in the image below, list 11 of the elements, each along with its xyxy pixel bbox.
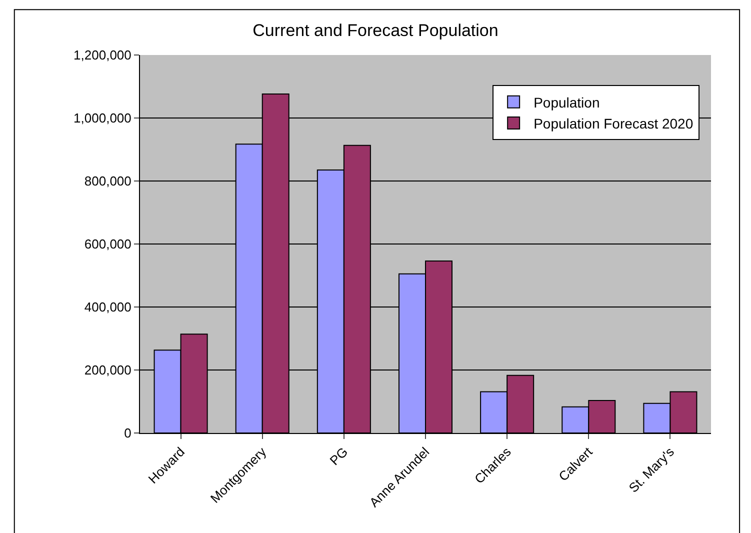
y-tick-label: 200,000 [84,362,132,378]
y-tick-label: 600,000 [84,236,132,252]
y-tick-label: 1,200,000 [74,48,132,63]
legend-label: Population [534,94,600,110]
y-tick-label: 1,000,000 [74,110,132,126]
y-tick-label: 0 [124,426,132,441]
y-tick-label: 800,000 [84,174,132,189]
y-tick-label: 400,000 [84,300,132,315]
legend-label: Population Forecast 2020 [534,116,694,132]
x-tick-label: PG [326,444,351,468]
chart-title: Current and Forecast Population [252,20,498,40]
